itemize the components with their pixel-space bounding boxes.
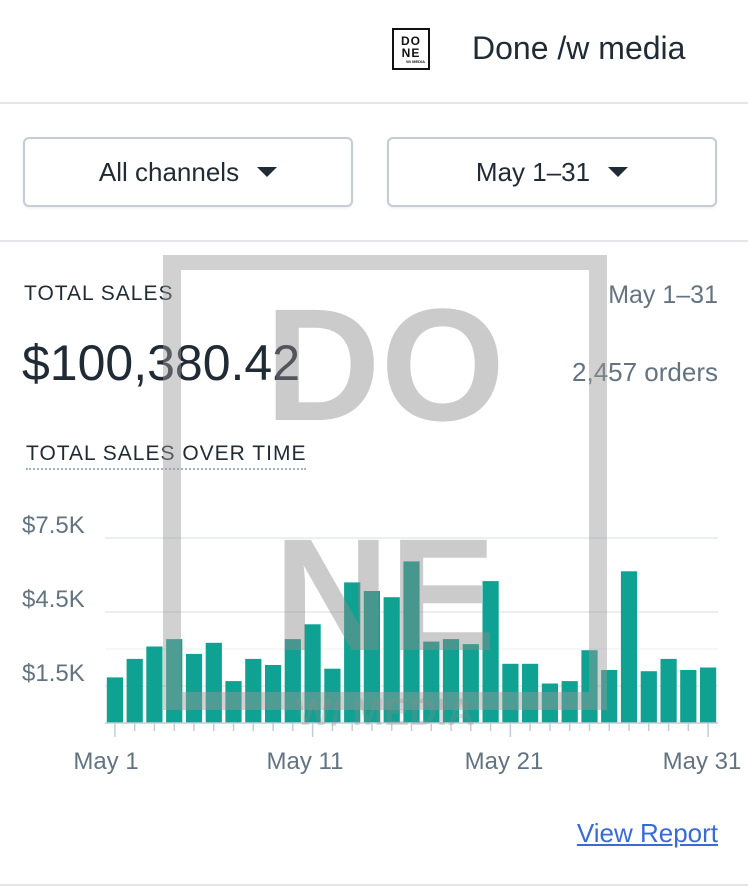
sales-bar[interactable] <box>541 683 558 724</box>
logo-text-small: W/ MEDIA <box>406 58 425 64</box>
bottom-divider <box>0 884 748 886</box>
date-range-label: May 1–31 <box>475 156 591 187</box>
section-divider <box>0 240 748 242</box>
y-tick-label: $4.5K <box>22 586 85 613</box>
x-tick-label: May 21 <box>464 748 544 775</box>
sales-bar[interactable] <box>502 663 519 723</box>
sales-bar[interactable] <box>106 677 123 723</box>
sales-bar[interactable] <box>245 658 262 723</box>
y-tick-label: $7.5K <box>22 512 85 539</box>
watermark-text-small: W/ MEDIA <box>295 692 474 734</box>
sales-bar[interactable] <box>146 646 163 724</box>
sales-bar[interactable] <box>344 582 361 723</box>
chevron-down-icon <box>608 167 629 177</box>
chart-title[interactable]: TOTAL SALES OVER TIME <box>26 442 307 470</box>
sales-bar[interactable] <box>403 561 420 723</box>
app-header: DO NE W/ MEDIA Done /w media <box>0 0 748 104</box>
sales-bar[interactable] <box>700 667 717 724</box>
sales-bar[interactable] <box>660 658 677 723</box>
date-range-dropdown[interactable]: May 1–31 <box>387 137 717 207</box>
watermark-text-bottom: NE <box>274 505 496 684</box>
channel-filter-dropdown[interactable]: All channels <box>23 137 353 207</box>
sales-bar[interactable] <box>442 639 460 723</box>
sales-bar[interactable] <box>620 571 638 723</box>
chevron-down-icon <box>257 167 278 177</box>
store-logo[interactable]: DO NE W/ MEDIA <box>392 28 430 70</box>
sales-bar[interactable] <box>265 665 282 723</box>
sales-bar[interactable] <box>324 668 341 723</box>
total-sales-value: $100,380.42 <box>22 335 301 391</box>
sales-bar[interactable] <box>383 597 400 723</box>
sales-bar[interactable] <box>581 650 598 723</box>
sales-bar[interactable] <box>462 644 479 723</box>
logo-text-top: DO <box>401 33 421 48</box>
sales-bar[interactable] <box>680 670 697 723</box>
watermark-frame <box>163 255 607 710</box>
x-tick-label: May 1 <box>73 748 139 775</box>
total-sales-label: TOTAL SALES <box>24 282 174 305</box>
sales-bar[interactable] <box>126 658 143 723</box>
sales-bar[interactable] <box>166 639 183 723</box>
sales-bar[interactable] <box>205 642 222 723</box>
orders-count: 2,457 orders <box>572 357 718 387</box>
summary-date-range: May 1–31 <box>608 281 718 309</box>
sales-bar[interactable] <box>423 641 440 723</box>
sales-bar[interactable] <box>363 591 380 723</box>
store-name[interactable]: Done /w media <box>472 30 686 66</box>
x-tick-label: May 11 <box>266 748 344 775</box>
channel-filter-label: All channels <box>98 156 240 187</box>
x-tick-label: May 31 <box>662 748 742 775</box>
sales-bar[interactable] <box>601 670 618 723</box>
sales-bar[interactable] <box>640 671 657 723</box>
sales-bar[interactable] <box>482 581 499 723</box>
logo-text-bottom: NE <box>401 45 421 60</box>
view-report-link[interactable]: View Report <box>576 818 718 848</box>
sales-bar[interactable] <box>522 663 539 723</box>
done-media-watermark: DO NE W/ MEDIA <box>163 255 607 734</box>
sales-bar[interactable] <box>284 639 301 723</box>
sales-bar[interactable] <box>561 681 578 723</box>
sales-bar[interactable] <box>304 624 321 723</box>
sales-bar[interactable] <box>225 681 242 723</box>
sales-bar[interactable] <box>185 653 203 723</box>
y-tick-label: $1.5K <box>22 660 85 687</box>
watermark-text-top: DO <box>265 275 505 454</box>
